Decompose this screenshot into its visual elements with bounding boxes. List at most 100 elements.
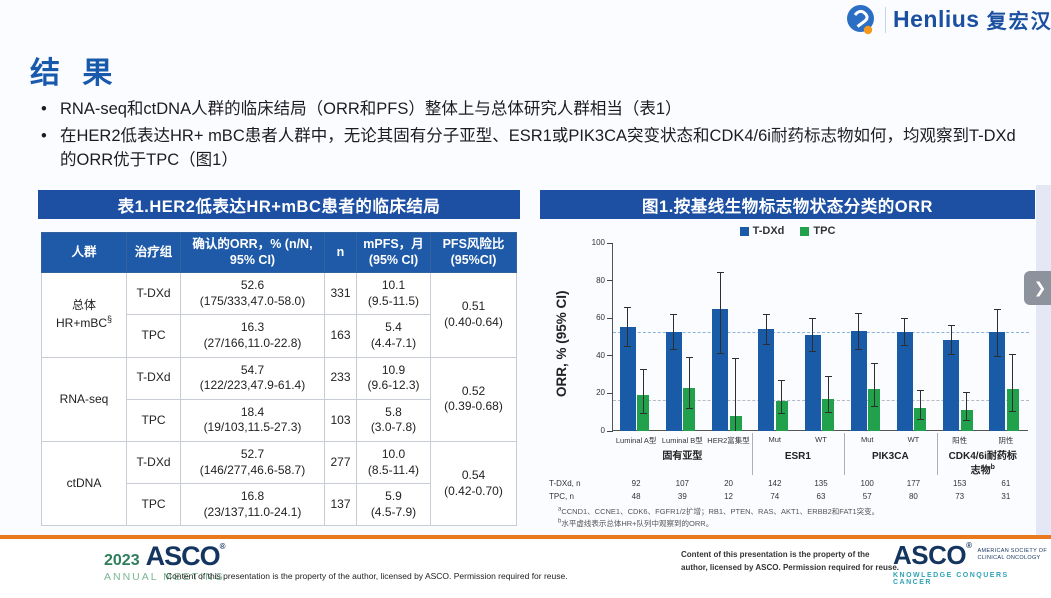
bar-t-dxd [896, 332, 913, 431]
error-bar [642, 368, 644, 415]
n-row-label: T-DXd, n [549, 479, 581, 488]
legend-label: T-DXd [752, 225, 785, 237]
copyright-text-right: Content of this presentation is the prop… [681, 549, 899, 575]
n-value: 31 [1001, 492, 1011, 501]
y-tick-mark [607, 242, 613, 244]
error-bar [919, 389, 921, 420]
table-row: 总体HR+mBC§ T-DXd 52.6 (175/333,47.0-58.0) 331… [41, 272, 517, 358]
hr-cell: 0.51 (0.40-0.64) [430, 272, 517, 358]
bar-t-dxd [758, 329, 775, 431]
x-category-label: 阳性 [952, 436, 968, 445]
hr-cell: 0.52 (0.39-0.68) [430, 356, 517, 443]
n-value: 177 [906, 479, 921, 488]
population-cell: 总体HR+mBC§ [41, 272, 127, 358]
error-bar [719, 272, 721, 354]
error-bar-cap [670, 349, 678, 351]
error-bar [904, 318, 906, 347]
n-value: 63 [816, 492, 826, 501]
error-bar-cap [778, 380, 786, 382]
y-tick-label: 20 [596, 388, 605, 398]
error-bar-cap [824, 412, 832, 414]
y-tick-mark [607, 430, 613, 432]
error-bar-cap [762, 313, 770, 315]
footnote-marker: b [558, 518, 562, 525]
error-bar-cap [809, 351, 816, 353]
bullet-item: 在HER2低表达HR+ mBC患者人群中，无论其固有分子亚型、ESR1或PIK3… [36, 125, 1026, 173]
n-value: 73 [955, 492, 965, 501]
legend-label: TPC [813, 225, 836, 237]
asco-society-text: AMERICAN SOCIETY OF CLINICAL ONCOLOGY [977, 547, 1047, 561]
col-header-mpfs: mPFS，月 (95% CI) [356, 231, 431, 274]
error-bar [781, 380, 783, 415]
y-tick-mark [607, 392, 613, 394]
x-category-label: 阴性 [998, 436, 1014, 445]
figure-footnote: b水平虚线表示总体HR+队列中观察到的ORR。 [558, 518, 713, 529]
table-row: TPC 16.8 (23/137,11.0-24.1) 137 5.9 (4.5-7.9) [42, 483, 517, 527]
x-category-label: Mut [768, 435, 782, 444]
error-bar-cap [716, 352, 724, 354]
mpfs-cell: 10.1 (9.5-11.5) [356, 272, 431, 316]
table-row: RNA-seq T-DXd 54.7 (122/223,47.9-61.4) 233 10… [41, 356, 517, 443]
brand-name-cn: 复宏汉霖 [986, 11, 1051, 33]
n-cell: 277 [324, 440, 357, 485]
error-bar-cap [870, 363, 878, 365]
x-category-label: Mut [860, 435, 874, 444]
orr-cell: 18.4 (19/103,11.5-27.3) [180, 398, 325, 443]
error-bar-cap [685, 356, 693, 358]
error-bar [765, 313, 767, 345]
legend-swatch [800, 226, 810, 236]
n-value: 12 [724, 492, 733, 501]
arm-cell: T-DXd [126, 440, 181, 485]
error-bar [735, 357, 737, 431]
legend-swatch [739, 226, 749, 236]
group-separator [751, 433, 753, 475]
n-cell: 137 [324, 483, 357, 527]
error-bar-cap [624, 306, 632, 308]
footnote-marker: a [558, 506, 562, 513]
population-cell: ctDNA [41, 440, 127, 527]
error-bar-cap [855, 349, 863, 351]
figure-panel: 图1.按基线生物标志物状态分类的ORR T-DXd TPC ORR, % (95… [540, 190, 1035, 537]
error-bar [827, 375, 829, 414]
meeting-year: 2023 [104, 552, 140, 569]
error-bar-cap [716, 272, 724, 274]
hr-cell: 0.54 (0.42-0.70) [430, 440, 517, 527]
x-category-label: Luminal B型 [661, 436, 703, 445]
copyright-line: author, licensed by ASCO. Permission req… [681, 562, 899, 572]
error-bar-cap [1009, 353, 1017, 355]
col-header-arm: 治疗组 [126, 231, 181, 274]
bar-t-dxd [712, 308, 729, 431]
col-header-hr: PFS风险比 (95%CI) [430, 231, 517, 274]
bar-tpc [868, 388, 881, 431]
error-bar-cap [762, 343, 770, 345]
orr-cell: 52.6 (175/333,47.0-58.0) [180, 272, 325, 316]
brand-divider [885, 6, 886, 33]
table-body: 总体HR+mBC§ T-DXd 52.6 (175/333,47.0-58.0) 331… [41, 272, 517, 527]
group-label: CDK4/6i耐药标志物b [948, 451, 1017, 476]
n-cell: 103 [324, 398, 357, 443]
error-bar-cap [670, 314, 678, 316]
y-tick-mark [607, 317, 613, 319]
error-bar-cap [624, 346, 632, 348]
mpfs-cell: 10.9 (9.6-12.3) [356, 356, 431, 400]
meeting-name: ANNUAL MEETING [104, 571, 225, 583]
n-value: 48 [631, 492, 641, 501]
arm-cell: TPC [126, 483, 181, 527]
error-bar [673, 314, 675, 351]
figure-footnote: aCCND1、CCNE1、CDK6、FGFR1/2扩增；RB1、PTEN、RAS… [558, 506, 879, 517]
error-bar-cap [901, 318, 909, 320]
arm-cell: TPC [126, 314, 181, 358]
y-axis-label: ORR, % (95% CI) [554, 290, 569, 398]
x-category-label: Luminal A型 [615, 436, 657, 445]
page-title: 结 果 [30, 57, 120, 90]
chevron-right-icon: ❯ [1033, 280, 1047, 297]
error-bar-cap [963, 392, 971, 394]
brand-name: Henlius [893, 6, 980, 32]
bar-t-dxd [850, 331, 867, 431]
error-bar-cap [809, 318, 816, 320]
next-slide-button[interactable]: ❯ [1024, 271, 1051, 305]
col-header-orr: 确认的ORR，% (n/N, 95% CI) [180, 231, 325, 274]
copyright-line: Content of this presentation is the prop… [681, 550, 870, 559]
arm-cell: T-DXd [126, 356, 181, 400]
